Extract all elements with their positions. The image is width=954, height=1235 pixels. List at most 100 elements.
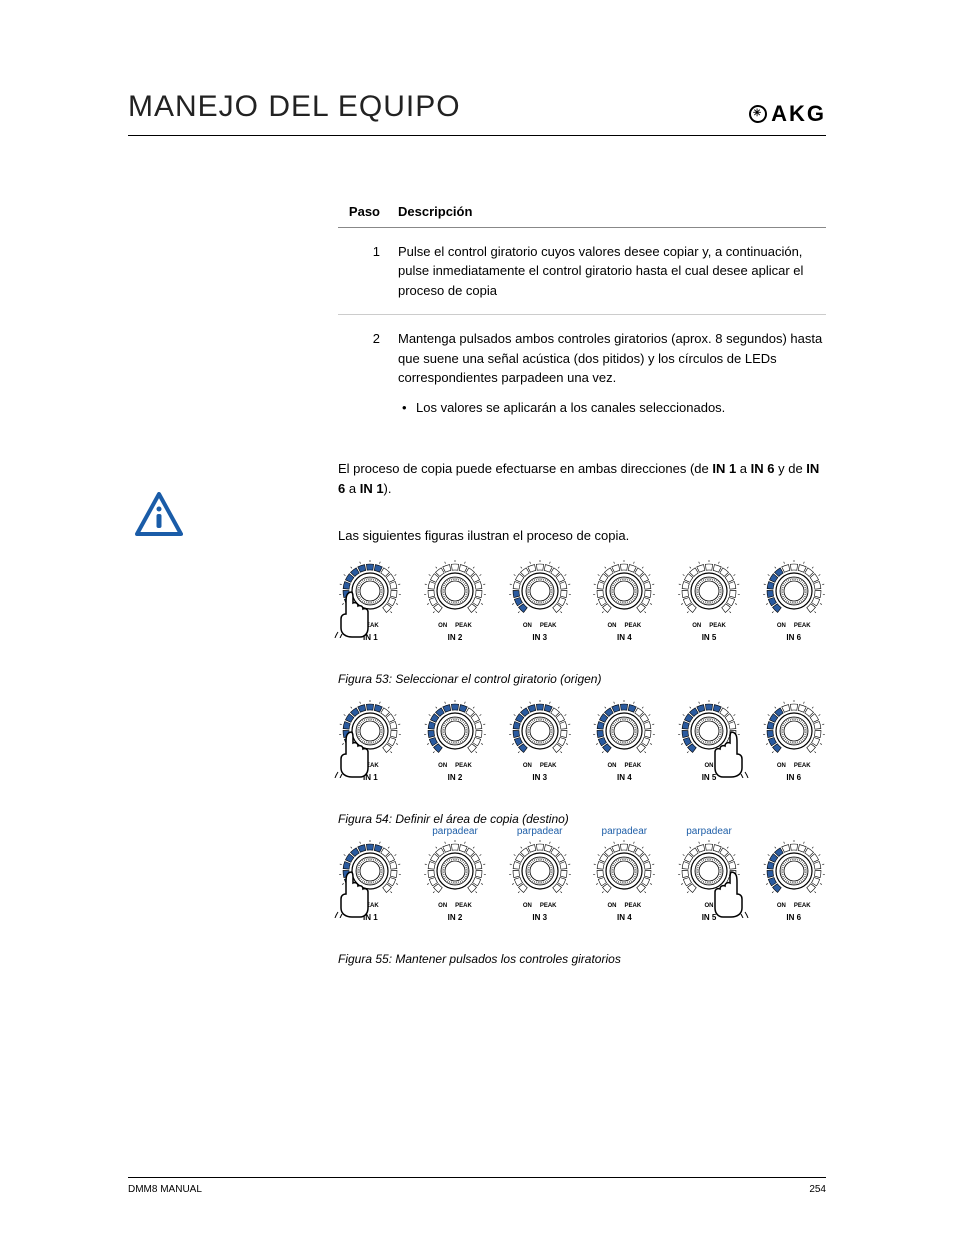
knob-cell: parpadearONPEAKIN 3 (507, 840, 572, 922)
col-step-header: Paso (338, 204, 398, 219)
rotary-knob-icon (339, 700, 401, 762)
paragraph-copy-direction: El proceso de copia puede efectuarse en … (338, 459, 826, 498)
knob-in-label: IN 1 (363, 633, 378, 642)
knob-sublabels: PEAK (362, 623, 379, 629)
knob-cell: ONPEAKIN 6 (761, 700, 826, 782)
paragraph-figures-intro: Las siguientes figuras ilustran el proce… (338, 526, 826, 546)
knob-sublabels: ON (705, 903, 714, 909)
knob-sublabels: ONPEAK (777, 623, 811, 629)
parpadear-label: parpadear (432, 826, 478, 837)
rotary-knob-icon (678, 560, 740, 622)
knob-in-label: IN 4 (617, 633, 632, 642)
knob-cell: ONPEAK IN 6 (761, 840, 826, 922)
rotary-knob-icon (509, 700, 571, 762)
knob-in-label: IN 5 (702, 633, 717, 642)
parpadear-label: parpadear (686, 826, 732, 837)
knob-cell: parpadearONPEAKIN 2 (423, 840, 488, 922)
knob-in-label: IN 2 (448, 773, 463, 782)
knob-in-label: IN 3 (532, 913, 547, 922)
knob-in-label: IN 3 (532, 633, 547, 642)
knob-in-label: IN 5 (702, 913, 717, 922)
brand-logo: ✳ AKG (749, 101, 826, 127)
knob-cell: ONPEAK IN 3 (507, 700, 572, 782)
knob-sublabels: ONPEAK (438, 903, 472, 909)
knob-in-label: IN 2 (448, 633, 463, 642)
knob-cell: PEAK IN 1 (338, 700, 403, 782)
knob-sublabels: PEAK (362, 903, 379, 909)
knob-cell: ONPEAK IN 6 (761, 560, 826, 642)
footer-right: 254 (809, 1184, 826, 1195)
knob-sublabels: ONPEAK (523, 763, 557, 769)
logo-icon: ✳ (749, 105, 767, 123)
table-header: Paso Descripción (338, 196, 826, 228)
rotary-knob-icon (593, 560, 655, 622)
table-row: 2Mantenga pulsados ambos controles girat… (338, 315, 826, 431)
knob-in-label: IN 1 (363, 773, 378, 782)
knob-sublabels: ONPEAK (523, 623, 557, 629)
knob-sublabels: ONPEAK (777, 903, 811, 909)
rotary-knob-icon (593, 840, 655, 902)
page-title: MANEJO DEL EQUIPO (128, 90, 461, 124)
knob-in-label: IN 2 (448, 913, 463, 922)
step-description: Pulse el control giratorio cuyos valores… (398, 242, 826, 301)
knob-cell: parpadear ONIN 5 (677, 840, 742, 922)
knob-in-label: IN 6 (786, 913, 801, 922)
parpadear-label: parpadear (602, 826, 648, 837)
table-row: 1Pulse el control giratorio cuyos valore… (338, 228, 826, 316)
brand-text: AKG (771, 101, 826, 127)
col-desc-header: Descripción (398, 204, 826, 219)
knob-in-label: IN 1 (363, 913, 378, 922)
knob-cell: ON IN 5 (677, 700, 742, 782)
knob-in-label: IN 3 (532, 773, 547, 782)
figure-caption: Figura 54: Definir el área de copia (des… (338, 812, 826, 826)
figure-caption: Figura 55: Mantener pulsados los control… (338, 952, 826, 966)
rotary-knob-icon (339, 560, 401, 622)
rotary-knob-icon (763, 700, 825, 762)
rotary-knob-icon (678, 840, 740, 902)
knob-sublabels: ONPEAK (438, 623, 472, 629)
rotary-knob-icon (763, 840, 825, 902)
rotary-knob-icon (339, 840, 401, 902)
knob-sublabels: ONPEAK (608, 903, 642, 909)
knob-cell: PEAK IN 1 (338, 840, 403, 922)
step-bullet: Los valores se aplicarán a los canales s… (398, 398, 826, 418)
knob-cell: ONPEAK IN 5 (677, 560, 742, 642)
knob-row: PEAKIN 1parpadearONPEAKIN 2parpadearONPE… (338, 840, 826, 922)
knob-sublabels: ONPEAK (523, 903, 557, 909)
page-header: MANEJO DEL EQUIPO ✳ AKG (128, 90, 826, 136)
knob-sublabels: PEAK (362, 763, 379, 769)
knob-cell: ONPEAK IN 2 (423, 700, 488, 782)
page-footer: DMM8 MANUAL 254 (128, 1177, 826, 1195)
figure-caption: Figura 53: Seleccionar el control girato… (338, 672, 826, 686)
rotary-knob-icon (424, 700, 486, 762)
knob-row: PEAK IN 1 ONPEAK IN 2 ONPEAK IN 3 ONPEAKIN 4 O… (338, 700, 826, 782)
knob-in-label: IN 6 (786, 633, 801, 642)
knob-cell: ONPEAK IN 2 (423, 560, 488, 642)
step-number: 1 (338, 242, 398, 301)
knob-sublabels: ONPEAK (608, 763, 642, 769)
rotary-knob-icon (593, 700, 655, 762)
parpadear-label: parpadear (517, 826, 563, 837)
rotary-knob-icon (678, 700, 740, 762)
knob-in-label: IN 4 (617, 913, 632, 922)
knob-cell: parpadearONPEAKIN 4 (592, 840, 657, 922)
step-number: 2 (338, 329, 398, 417)
knob-sublabels: ONPEAK (438, 763, 472, 769)
footer-left: DMM8 MANUAL (128, 1184, 202, 1195)
knob-sublabels: ON (705, 763, 714, 769)
step-description: Mantenga pulsados ambos controles girato… (398, 329, 826, 417)
knob-sublabels: ONPEAK (608, 623, 642, 629)
knob-cell: ONPEAK IN 4 (592, 560, 657, 642)
knob-row: PEAKIN 1ONPEAKIN 2ONPEAKIN 3ONPEAKIN 4ON… (338, 560, 826, 642)
rotary-knob-icon (509, 840, 571, 902)
knob-cell: PEAK IN 1 (338, 560, 403, 642)
rotary-knob-icon (424, 840, 486, 902)
knob-sublabels: ONPEAK (692, 623, 726, 629)
knob-in-label: IN 5 (702, 773, 717, 782)
knob-cell: ONPEAKIN 4 (592, 700, 657, 782)
knob-cell: ONPEAK IN 3 (507, 560, 572, 642)
rotary-knob-icon (424, 560, 486, 622)
rotary-knob-icon (763, 560, 825, 622)
knob-in-label: IN 6 (786, 773, 801, 782)
rotary-knob-icon (509, 560, 571, 622)
